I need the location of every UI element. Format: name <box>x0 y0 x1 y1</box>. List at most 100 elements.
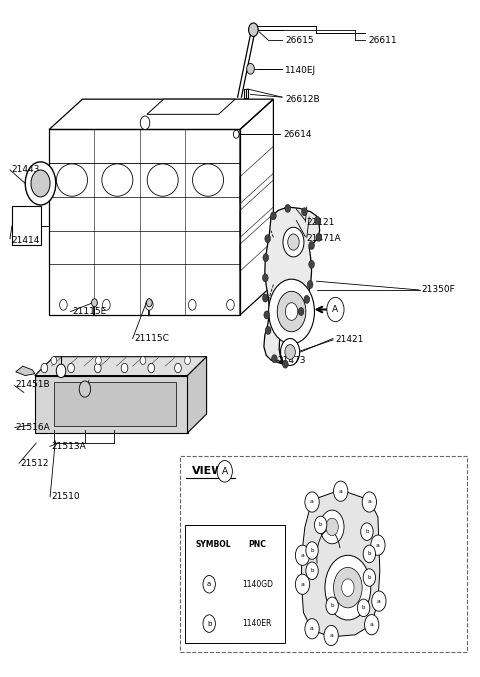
Text: b: b <box>368 551 371 556</box>
Circle shape <box>249 23 258 37</box>
Circle shape <box>263 274 268 282</box>
Text: 1140EJ: 1140EJ <box>285 66 316 74</box>
Text: 1140ER: 1140ER <box>242 619 272 628</box>
Circle shape <box>51 356 57 364</box>
Text: 21414: 21414 <box>11 236 39 245</box>
Circle shape <box>269 279 314 344</box>
Circle shape <box>320 510 344 544</box>
Circle shape <box>327 297 344 322</box>
Circle shape <box>309 260 314 268</box>
Circle shape <box>324 626 338 646</box>
Polygon shape <box>54 383 176 426</box>
Circle shape <box>103 299 110 310</box>
Circle shape <box>203 575 216 593</box>
Text: 21115E: 21115E <box>72 307 106 316</box>
Circle shape <box>334 481 348 502</box>
Text: a: a <box>310 626 314 631</box>
Circle shape <box>60 299 67 310</box>
Circle shape <box>217 460 232 482</box>
Text: b: b <box>310 568 314 573</box>
Text: A: A <box>222 467 228 476</box>
Circle shape <box>146 299 152 307</box>
Circle shape <box>92 299 97 307</box>
Circle shape <box>316 234 322 242</box>
Ellipse shape <box>147 164 178 196</box>
Text: b: b <box>365 529 369 534</box>
Circle shape <box>314 217 320 225</box>
Circle shape <box>361 523 373 540</box>
Text: a: a <box>207 582 211 587</box>
Circle shape <box>265 326 271 334</box>
Text: a: a <box>376 543 380 548</box>
Ellipse shape <box>102 164 133 196</box>
Circle shape <box>342 579 354 596</box>
Circle shape <box>334 567 362 608</box>
Circle shape <box>372 591 386 611</box>
Text: A: A <box>332 305 338 314</box>
Text: 21421: 21421 <box>336 335 364 345</box>
Text: a: a <box>310 500 314 504</box>
Circle shape <box>326 597 338 615</box>
Circle shape <box>25 162 56 205</box>
Circle shape <box>41 364 48 373</box>
Circle shape <box>140 356 146 364</box>
Text: 21350F: 21350F <box>421 286 455 294</box>
Text: a: a <box>300 582 304 587</box>
Circle shape <box>263 294 268 302</box>
Circle shape <box>263 254 269 261</box>
Text: b: b <box>368 575 371 580</box>
Text: a: a <box>300 552 304 558</box>
Circle shape <box>277 291 306 332</box>
Circle shape <box>79 381 91 397</box>
Polygon shape <box>188 357 206 433</box>
Text: 21513A: 21513A <box>51 442 86 451</box>
Text: PNC: PNC <box>248 540 266 550</box>
Circle shape <box>363 569 375 586</box>
Circle shape <box>307 280 313 288</box>
Text: b: b <box>362 605 365 611</box>
Circle shape <box>271 212 276 220</box>
Circle shape <box>305 492 319 512</box>
Circle shape <box>56 364 66 378</box>
Text: 21451B: 21451B <box>16 380 50 389</box>
Circle shape <box>285 204 290 213</box>
Bar <box>185 525 285 643</box>
Text: 26612B: 26612B <box>285 95 320 104</box>
Text: 21443: 21443 <box>11 165 39 175</box>
Circle shape <box>309 242 314 250</box>
Circle shape <box>265 235 271 243</box>
Polygon shape <box>301 490 380 637</box>
Ellipse shape <box>192 164 224 196</box>
Text: 26615: 26615 <box>285 36 314 45</box>
Circle shape <box>295 545 310 565</box>
Circle shape <box>281 338 300 366</box>
Text: 21512: 21512 <box>21 459 49 468</box>
Text: a: a <box>377 598 381 604</box>
Circle shape <box>148 364 155 373</box>
Text: 22121: 22121 <box>307 218 335 227</box>
Circle shape <box>189 299 196 310</box>
Text: 21510: 21510 <box>51 492 80 502</box>
Circle shape <box>264 311 270 319</box>
Circle shape <box>306 562 318 580</box>
Circle shape <box>304 295 310 303</box>
Circle shape <box>301 208 307 216</box>
Text: b: b <box>330 603 334 609</box>
Polygon shape <box>35 357 206 376</box>
Circle shape <box>233 130 239 138</box>
Text: 26611: 26611 <box>369 36 397 45</box>
Circle shape <box>282 360 288 368</box>
Circle shape <box>364 615 379 635</box>
Bar <box>12 206 40 246</box>
Circle shape <box>140 116 150 129</box>
Text: a: a <box>339 489 343 494</box>
Circle shape <box>363 545 375 563</box>
Circle shape <box>371 535 385 555</box>
Circle shape <box>175 364 181 373</box>
Text: b: b <box>207 621 211 627</box>
Text: 1140GD: 1140GD <box>242 580 273 589</box>
Circle shape <box>325 555 371 620</box>
Polygon shape <box>16 366 35 376</box>
Text: 21516A: 21516A <box>16 423 50 432</box>
Text: VIEW: VIEW <box>192 466 225 477</box>
